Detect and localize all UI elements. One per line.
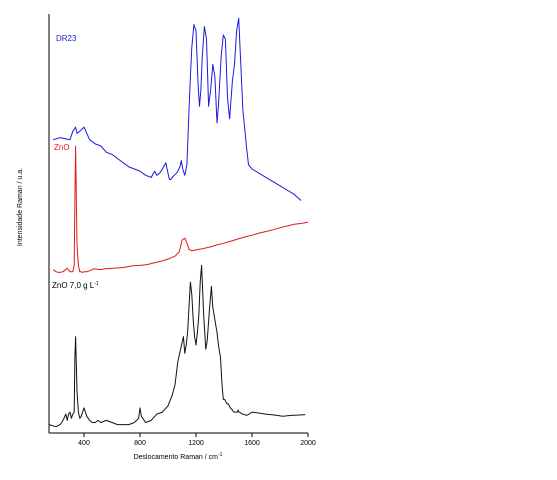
- series-line-0: [53, 17, 302, 201]
- plot-axes: [48, 14, 308, 434]
- y-axis-title: Intensidade Raman / u.a.: [17, 168, 24, 246]
- x-tick-label: 2000: [300, 440, 316, 447]
- x-axis-title: Deslocamento Raman / cm-1: [134, 452, 223, 461]
- x-tick-label: 400: [78, 440, 90, 447]
- x-axis-ticks: 400 800 1200 1600 2000: [78, 433, 316, 447]
- series-label-zno-7g-text: ZnO 7,0 g L: [52, 281, 95, 290]
- series-label-zno-7g: ZnO 7,0 g L-1: [52, 281, 99, 290]
- spectra-series: [48, 17, 309, 428]
- series-label-dr23: DR23: [56, 34, 77, 43]
- series-label-zno-7g-sup: -1: [94, 281, 99, 287]
- x-axis-title-sup: -1: [218, 452, 223, 458]
- x-tick-label: 1200: [188, 440, 204, 447]
- series-label-zno: ZnO: [54, 143, 70, 152]
- series-line-1: [52, 145, 309, 273]
- x-axis-title-text: Deslocamento Raman / cm: [134, 454, 219, 461]
- series-line-2: [48, 264, 306, 428]
- x-tick-label: 1600: [244, 440, 260, 447]
- x-tick-label: 800: [134, 440, 146, 447]
